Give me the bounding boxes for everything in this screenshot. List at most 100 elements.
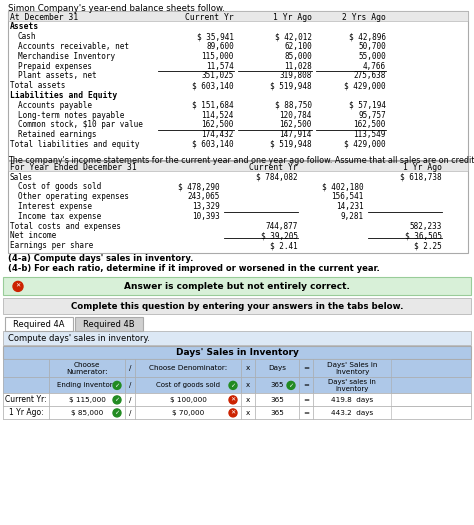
- Text: Choose
Numerator:: Choose Numerator:: [66, 362, 108, 375]
- Text: 365: 365: [270, 382, 283, 388]
- Bar: [49, 360, 125, 377]
- Bar: [125, 406, 135, 419]
- Text: 243,065: 243,065: [188, 192, 220, 201]
- Bar: [135, 377, 241, 393]
- Text: Ending inventory: Ending inventory: [57, 382, 117, 388]
- Text: =: =: [303, 382, 309, 388]
- Text: /: /: [129, 397, 131, 403]
- Text: Cost of goods sold: Cost of goods sold: [156, 382, 220, 388]
- Bar: [3, 377, 49, 393]
- Text: ✓: ✓: [114, 411, 119, 415]
- Bar: [125, 393, 135, 406]
- Bar: [3, 393, 49, 406]
- Text: 582,233: 582,233: [410, 222, 442, 230]
- Text: $ 603,140: $ 603,140: [192, 81, 234, 90]
- Text: 13,329: 13,329: [192, 202, 220, 211]
- Bar: [3, 393, 471, 406]
- Bar: [255, 377, 299, 393]
- Text: 162,500: 162,500: [280, 120, 312, 129]
- Text: 120,784: 120,784: [280, 110, 312, 120]
- Text: Days' Sales in
Inventory: Days' Sales in Inventory: [327, 362, 377, 375]
- Circle shape: [287, 381, 295, 390]
- Circle shape: [229, 409, 237, 417]
- Text: Current Yr: Current Yr: [185, 13, 234, 22]
- Text: $ 429,000: $ 429,000: [345, 81, 386, 90]
- Bar: [241, 377, 255, 393]
- Text: Long-term notes payable: Long-term notes payable: [18, 110, 124, 120]
- Text: ✕: ✕: [230, 397, 236, 402]
- Text: ✕: ✕: [15, 284, 21, 289]
- Text: 275,638: 275,638: [354, 71, 386, 80]
- Text: $ 784,082: $ 784,082: [256, 173, 298, 182]
- Text: Merchandise Inventory: Merchandise Inventory: [18, 51, 115, 61]
- Text: 2 Yrs Ago: 2 Yrs Ago: [342, 13, 386, 22]
- Circle shape: [13, 281, 23, 291]
- Circle shape: [229, 396, 237, 404]
- Text: Cash: Cash: [18, 32, 36, 41]
- Bar: [299, 377, 313, 393]
- Text: $ 2.41: $ 2.41: [270, 241, 298, 250]
- Text: 1 Yr Ago: 1 Yr Ago: [403, 163, 442, 172]
- Text: $ 42,012: $ 42,012: [275, 32, 312, 41]
- Text: =: =: [303, 365, 309, 371]
- Text: Liabilities and Equity: Liabilities and Equity: [10, 91, 117, 100]
- Text: 11,574: 11,574: [206, 61, 234, 70]
- Bar: [299, 393, 313, 406]
- Circle shape: [113, 381, 121, 390]
- Text: 365: 365: [270, 410, 284, 416]
- Text: For Year Ended December 31: For Year Ended December 31: [10, 163, 137, 172]
- Bar: [135, 406, 241, 419]
- Text: 162,500: 162,500: [201, 120, 234, 129]
- Text: $ 618,738: $ 618,738: [401, 173, 442, 182]
- Text: $ 88,750: $ 88,750: [275, 101, 312, 110]
- Text: /: /: [129, 410, 131, 416]
- Text: At December 31: At December 31: [10, 13, 78, 22]
- Text: 50,700: 50,700: [358, 42, 386, 51]
- Text: Cost of goods sold: Cost of goods sold: [18, 182, 101, 191]
- Text: $ 100,000: $ 100,000: [170, 397, 207, 403]
- Text: /: /: [129, 365, 131, 371]
- Text: Assets: Assets: [10, 22, 39, 32]
- Bar: [135, 360, 241, 377]
- Text: $ 70,000: $ 70,000: [172, 410, 204, 416]
- Text: $ 151,684: $ 151,684: [192, 101, 234, 110]
- Text: Current Yr:: Current Yr:: [5, 395, 47, 404]
- Text: Compute days' sales in inventory.: Compute days' sales in inventory.: [8, 334, 150, 343]
- Text: 365: 365: [270, 397, 284, 403]
- Bar: [49, 393, 125, 406]
- Text: $ 603,140: $ 603,140: [192, 140, 234, 149]
- Text: Days: Days: [268, 365, 286, 371]
- Text: 443.2  days: 443.2 days: [331, 410, 373, 416]
- Text: $ 39,205: $ 39,205: [261, 232, 298, 240]
- Text: 174,432: 174,432: [201, 130, 234, 139]
- Text: =: =: [303, 397, 309, 403]
- Text: Total costs and expenses: Total costs and expenses: [10, 222, 121, 230]
- Text: 55,000: 55,000: [358, 51, 386, 61]
- Text: x: x: [246, 382, 250, 388]
- Text: 9,281: 9,281: [341, 212, 364, 220]
- Text: Accounts payable: Accounts payable: [18, 101, 92, 110]
- Text: Current Yr: Current Yr: [249, 163, 298, 172]
- Text: 156,541: 156,541: [332, 192, 364, 201]
- Text: $ 519,948: $ 519,948: [270, 140, 312, 149]
- Text: 1 Yr Ago:: 1 Yr Ago:: [9, 408, 43, 417]
- Text: Required 4A: Required 4A: [13, 320, 65, 329]
- Bar: [3, 377, 471, 393]
- Bar: [8, 11, 468, 21]
- Text: Total liabilities and equity: Total liabilities and equity: [10, 140, 139, 149]
- Circle shape: [113, 409, 121, 417]
- Text: 147,914: 147,914: [280, 130, 312, 139]
- Bar: [255, 360, 299, 377]
- Text: (4-b) For each ratio, determine if it improved or worsened in the current year.: (4-b) For each ratio, determine if it im…: [8, 265, 380, 274]
- Text: ✓: ✓: [230, 383, 236, 388]
- Text: Accounts receivable, net: Accounts receivable, net: [18, 42, 129, 51]
- Text: $ 85,000: $ 85,000: [71, 410, 103, 416]
- Bar: [255, 393, 299, 406]
- Text: 419.8  days: 419.8 days: [331, 397, 373, 403]
- Bar: [299, 406, 313, 419]
- Text: Other operating expenses: Other operating expenses: [18, 192, 129, 201]
- Bar: [313, 406, 391, 419]
- Bar: [5, 318, 73, 331]
- Bar: [3, 277, 471, 296]
- Text: Retained earnings: Retained earnings: [18, 130, 97, 139]
